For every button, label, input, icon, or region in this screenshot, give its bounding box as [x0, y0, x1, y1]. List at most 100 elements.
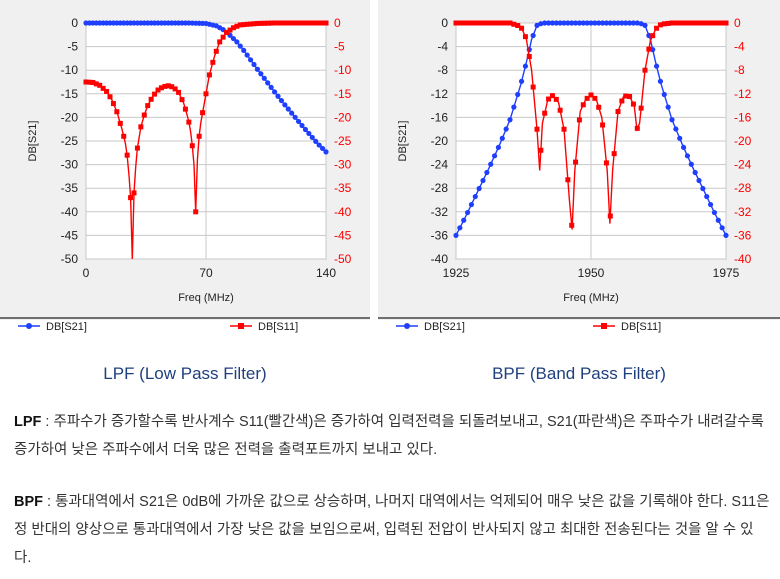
bpf-s21-point — [615, 20, 621, 26]
bpf-ytick-label: -20 — [431, 134, 449, 148]
bpf-s21-point — [603, 20, 610, 26]
bpf-ytick-label: -16 — [431, 110, 449, 124]
lpf-s11-point — [261, 20, 267, 26]
lpf-s11-point — [220, 34, 226, 40]
lpf-s21-point — [247, 57, 254, 63]
bpf-description: BPF : 통과대역에서 S21은 0dB에 가까운 값으로 상승하며, 나머지… — [14, 488, 770, 572]
bpf-s21-point — [634, 20, 640, 26]
bpf-caption: BPF (Band Pass Filter) — [492, 364, 666, 383]
lpf-s11-point — [104, 88, 110, 94]
bpf-s11-point — [507, 20, 513, 26]
bpf-s21-point — [673, 126, 679, 132]
bpf-s11-point — [515, 23, 521, 29]
lpf-ytick-label: -35 — [61, 181, 79, 195]
lpf-y2tick-label: -15 — [334, 87, 352, 101]
bpf-chart: 0 -4 -8 -12 -16 -20 -24 -28 -32 -36 -40 0 -4 -8 -12 -16… — [378, 16, 780, 333]
bpf-ytick-label: -32 — [431, 205, 449, 219]
lpf-y2tick-label: -25 — [334, 134, 352, 148]
lpf-s11-point — [93, 81, 99, 87]
bpf-legend-s11-marker — [601, 323, 607, 329]
lpf-s11-point — [107, 94, 113, 100]
lpf-s11-point — [292, 20, 298, 26]
lpf-s11-point — [227, 27, 233, 33]
bpf-s11-point — [627, 93, 633, 99]
lpf-s11-point — [296, 20, 302, 26]
bpf-s21-point — [626, 20, 633, 26]
lpf-s21-point — [306, 130, 312, 137]
lpf-s21-point — [285, 106, 291, 112]
bpf-y2tick-label: -4 — [734, 40, 745, 54]
bpf-s11-point — [484, 20, 490, 26]
bpf-y2tick-label: -16 — [734, 110, 752, 124]
lpf-s21-point — [261, 75, 267, 81]
bpf-s21-point — [723, 232, 729, 238]
lpf-s21-point — [251, 61, 257, 68]
bpf-s11-point — [584, 95, 590, 101]
bpf-s11-point — [692, 20, 698, 26]
bpf-s11-point — [453, 20, 459, 26]
lpf-ytick-label: -10 — [61, 63, 79, 77]
bpf-s11-point — [719, 20, 725, 26]
lpf-ytick-label: -25 — [61, 134, 79, 148]
bpf-s11-point — [492, 20, 498, 26]
lpf-s11-point — [186, 119, 192, 125]
lpf-s11-point — [169, 84, 175, 90]
bpf-s11-point — [546, 96, 552, 102]
bpf-s11-point — [588, 92, 594, 98]
lpf-s11-point — [83, 79, 89, 85]
lpf-chart: 0 -5 -10 -15 -20 -25 -30 -35 -40 -45 -50 0 -5 -10 -15 -… — [0, 16, 370, 333]
lpf-s11-point — [155, 87, 161, 93]
bpf-s11-point — [538, 147, 544, 153]
bpf-s11-point — [592, 95, 598, 101]
bpf-s11-point — [708, 20, 714, 26]
bpf-s21-point — [711, 209, 718, 216]
lpf-s21-point — [254, 66, 261, 72]
bpf-s11-point — [634, 125, 640, 131]
lpf-s21-point — [316, 142, 322, 148]
lpf-ytick-label: -15 — [61, 87, 79, 101]
bpf-text: : 통과대역에서 S21은 0dB에 가까운 값으로 상승하며, 나머지 대역에… — [14, 494, 770, 566]
bpf-s21-point — [669, 117, 675, 123]
bpf-s21-point — [680, 144, 687, 151]
bpf-s21-point — [569, 20, 575, 26]
lpf-s11-point — [224, 29, 230, 35]
lpf-s21-point — [309, 134, 315, 141]
bpf-xtick-label: 1925 — [443, 266, 470, 280]
bpf-s11-point — [495, 20, 501, 26]
lpf-text: : 주파수가 증가할수록 반사계수 S11(빨간색)은 증가하여 입력전력을 되… — [14, 414, 764, 458]
bpf-s21-point — [484, 169, 490, 176]
lpf-s21-point — [244, 52, 250, 58]
bpf-s21-point — [538, 21, 544, 27]
bpf-s11-point — [565, 177, 571, 183]
lpf-xtick-label: 70 — [199, 266, 213, 280]
bpf-ytick-label: -36 — [431, 228, 449, 242]
lpf-s11-point — [320, 20, 326, 26]
lpf-s11-point — [316, 20, 322, 26]
bpf-s11-point — [669, 20, 675, 26]
lpf-s21-point — [282, 102, 288, 108]
lpf-s11-point — [302, 20, 308, 26]
lpf-s11-point — [248, 21, 254, 27]
lpf-s11-point — [272, 20, 278, 26]
bpf-s21-point — [623, 20, 629, 26]
bpf-s11-point — [542, 110, 548, 116]
lpf-y2tick-label: -5 — [334, 40, 345, 54]
lpf-s11-point — [162, 83, 168, 89]
bpf-s21-point — [704, 193, 710, 200]
lpf-s11-point — [268, 20, 274, 26]
bpf-ytick-label: 0 — [441, 16, 448, 30]
lpf-s21-point — [275, 93, 281, 99]
bpf-legend-s11-label: DB[S11] — [621, 321, 661, 333]
bpf-s21-point — [503, 126, 509, 132]
bpf-s11-point — [657, 22, 663, 28]
bpf-s21-point — [665, 104, 671, 110]
bpf-s11-point — [650, 33, 656, 39]
lpf-s11-point — [145, 103, 151, 109]
bpf-y2tick-label: -32 — [734, 205, 752, 219]
lpf-s11-point — [141, 112, 147, 118]
lpf-s21-point — [289, 110, 295, 116]
bpf-s21-point — [476, 185, 482, 192]
bpf-s11-point — [665, 20, 671, 26]
lpf-s11-point — [254, 20, 260, 26]
bpf-legend-s21-marker — [404, 323, 410, 329]
